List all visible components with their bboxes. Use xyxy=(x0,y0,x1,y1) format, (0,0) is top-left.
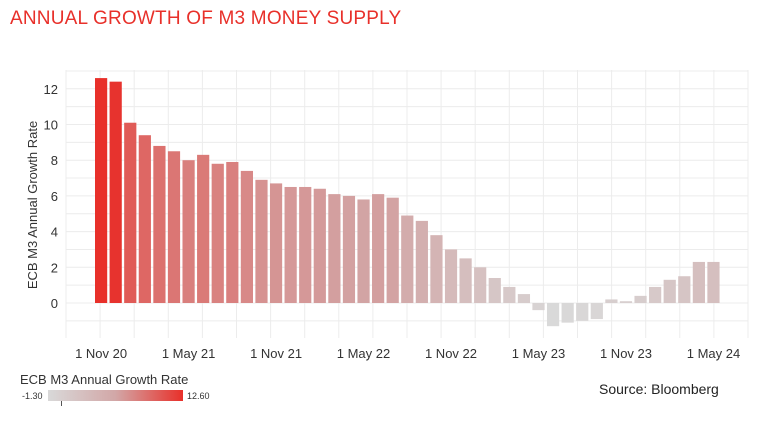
bar xyxy=(649,286,662,303)
bar xyxy=(590,303,603,320)
bar xyxy=(663,279,676,303)
bar xyxy=(313,188,326,303)
bar xyxy=(576,303,589,321)
bars xyxy=(95,78,720,327)
bar xyxy=(299,186,312,303)
legend-max-label: 12.60 xyxy=(187,391,210,401)
bar xyxy=(372,194,385,303)
y-tick-label: 0 xyxy=(51,296,58,311)
bar xyxy=(269,183,283,303)
bar xyxy=(503,286,516,303)
y-tick-label: 10 xyxy=(44,118,58,133)
bar xyxy=(211,163,224,303)
y-tick-label: 12 xyxy=(44,82,58,97)
bar xyxy=(255,179,268,303)
bar xyxy=(444,249,458,303)
x-tick-label: 1 Nov 23 xyxy=(600,346,652,361)
bar xyxy=(167,151,181,303)
x-tick-label: 1 May 23 xyxy=(512,346,565,361)
bar xyxy=(678,276,691,303)
bar xyxy=(138,135,151,303)
x-tick-label: 1 Nov 21 xyxy=(250,346,302,361)
bar xyxy=(109,81,122,303)
bar xyxy=(474,267,487,303)
y-axis-ticks: 0 2 4 6 8 10 12 xyxy=(44,82,58,311)
legend-min-label: -1.30 xyxy=(22,391,43,401)
bar xyxy=(488,278,501,303)
bar xyxy=(342,195,356,303)
bar xyxy=(182,160,195,303)
source-note: Source: Bloomberg xyxy=(599,381,719,397)
bar xyxy=(386,197,399,303)
bar xyxy=(546,303,560,327)
bar xyxy=(95,78,108,303)
bar xyxy=(517,294,531,303)
x-tick-label: 1 Nov 20 xyxy=(75,346,127,361)
bar xyxy=(124,122,137,303)
bar xyxy=(634,295,647,303)
x-tick-label: 1 May 21 xyxy=(162,346,215,361)
bar xyxy=(226,161,239,303)
bar xyxy=(561,303,574,323)
chart-title: ANNUAL GROWTH OF M3 MONEY SUPPLY xyxy=(10,8,402,29)
bar xyxy=(240,170,253,303)
x-tick-label: 1 Nov 22 xyxy=(425,346,477,361)
y-tick-label: 4 xyxy=(51,225,58,240)
y-tick-label: 6 xyxy=(51,189,58,204)
bar xyxy=(401,215,414,303)
x-tick-label: 1 May 22 xyxy=(337,346,390,361)
y-tick-label: 2 xyxy=(51,260,58,275)
bar xyxy=(153,145,166,303)
bar xyxy=(357,199,370,303)
x-axis-ticks: 1 Nov 20 1 May 21 1 Nov 21 1 May 22 1 Nov 22… xyxy=(75,346,740,361)
bar xyxy=(707,261,720,303)
bar xyxy=(197,154,210,303)
bar xyxy=(328,194,341,303)
bar xyxy=(605,299,618,303)
bar xyxy=(692,261,705,303)
bar xyxy=(284,186,297,303)
x-tick-label: 1 May 24 xyxy=(687,346,740,361)
legend-zero-marker xyxy=(61,401,62,406)
y-axis-title: ECB M3 Annual Growth Rate xyxy=(25,121,40,289)
bar xyxy=(430,235,443,303)
bar xyxy=(532,303,545,311)
bar xyxy=(619,301,633,303)
legend-color-scale xyxy=(48,390,183,401)
bar xyxy=(415,220,428,303)
legend-title: ECB M3 Annual Growth Rate xyxy=(20,372,189,387)
y-tick-label: 8 xyxy=(51,153,58,168)
bar xyxy=(459,258,472,304)
